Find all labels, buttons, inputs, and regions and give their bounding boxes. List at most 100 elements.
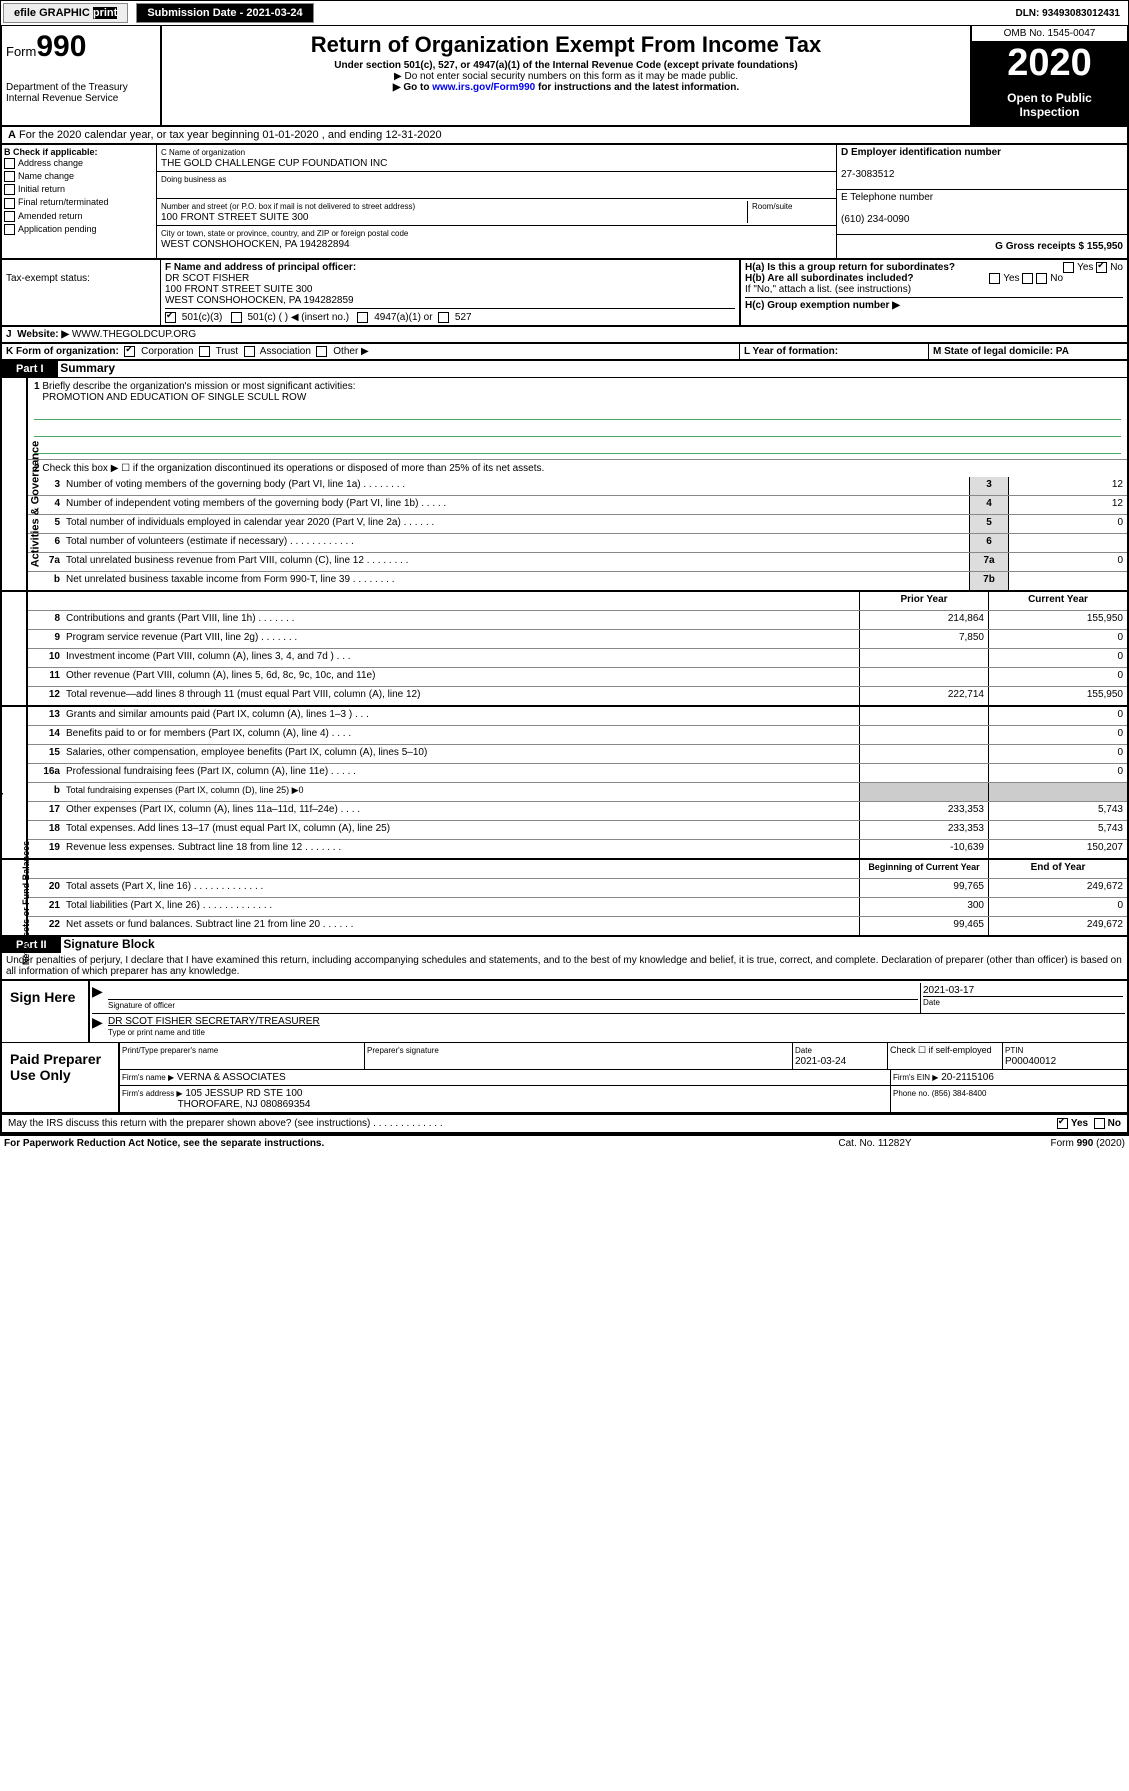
- firm-name: VERNA & ASSOCIATES: [177, 1072, 286, 1083]
- firm-addr: 105 JESSUP RD STE 100: [185, 1088, 302, 1099]
- e14: Benefits paid to or for members (Part IX…: [64, 726, 859, 744]
- part2: Part II Signature Block Under penalties …: [0, 937, 1129, 981]
- ptin: P00040012: [1005, 1056, 1056, 1067]
- row-j: J Website: ▶ WWW.THEGOLDCUP.ORG: [0, 327, 1129, 344]
- cb-527[interactable]: [438, 312, 449, 323]
- dln: DLN: 93493083012431: [1015, 8, 1126, 19]
- cb-discuss-no[interactable]: [1094, 1118, 1105, 1129]
- cb-name-change[interactable]: [4, 171, 15, 182]
- r10: Investment income (Part VIII, column (A)…: [64, 649, 859, 667]
- h-a-label: H(a) Is this a group return for subordin…: [745, 262, 955, 273]
- discuss-row: May the IRS discuss this return with the…: [0, 1114, 1129, 1134]
- ein-label: D Employer identification number: [841, 147, 1001, 158]
- gross-receipts: G Gross receipts $ 155,950: [995, 241, 1123, 252]
- l5: Total number of individuals employed in …: [64, 515, 969, 533]
- l3: Number of voting members of the governin…: [64, 477, 969, 495]
- year-formation: L Year of formation:: [744, 346, 838, 357]
- vlabel-governance: Activities & Governance: [29, 441, 41, 568]
- e16a: Professional fundraising fees (Part IX, …: [64, 764, 859, 782]
- part2-header: Part II: [2, 937, 61, 953]
- cb-discuss-yes[interactable]: [1057, 1118, 1068, 1129]
- l7a: Total unrelated business revenue from Pa…: [64, 553, 969, 571]
- cb-final-return[interactable]: [4, 198, 15, 209]
- part1-header: Part I: [2, 361, 58, 377]
- typed-name: DR SCOT FISHER SECRETARY/TREASURER: [108, 1016, 320, 1027]
- h-b-label: H(b) Are all subordinates included?: [745, 273, 914, 284]
- current-year-hdr: Current Year: [988, 592, 1127, 610]
- tax-exempt-label: Tax-exempt status:: [6, 273, 90, 284]
- row-klm: K Form of organization: Corporation Trus…: [0, 344, 1129, 361]
- cb-assoc[interactable]: [244, 346, 255, 357]
- e16b: Total fundraising expenses (Part IX, col…: [64, 783, 859, 801]
- cb-address-change[interactable]: [4, 158, 15, 169]
- website: WWW.THEGOLDCUP.ORG: [72, 329, 196, 340]
- cb-hb-no[interactable]: [1022, 273, 1033, 284]
- firm-phone: Phone no. (856) 384-8400: [893, 1089, 986, 1098]
- officer-name: DR SCOT FISHER: [165, 273, 249, 284]
- sign-here-label: Sign Here: [2, 981, 90, 1042]
- org-name: THE GOLD CHALLENGE CUP FOUNDATION INC: [161, 158, 387, 169]
- e17: Other expenses (Part IX, column (A), lin…: [64, 802, 859, 820]
- cb-initial-return[interactable]: [4, 184, 15, 195]
- section-b-label: B Check if applicable:: [4, 147, 154, 157]
- cat-no: Cat. No. 11282Y: [775, 1138, 975, 1149]
- cb-trust[interactable]: [199, 346, 210, 357]
- e15: Salaries, other compensation, employee b…: [64, 745, 859, 763]
- cb-app-pending[interactable]: [4, 224, 15, 235]
- l4: Number of independent voting members of …: [64, 496, 969, 514]
- street: 100 FRONT STREET SUITE 300: [161, 212, 308, 223]
- officer-label: F Name and address of principal officer:: [165, 262, 356, 273]
- cb-4947[interactable]: [357, 312, 368, 323]
- v7a: 0: [1008, 553, 1127, 571]
- room-label: Room/suite: [752, 202, 792, 211]
- form-foot: Form 990 (2020): [975, 1138, 1125, 1149]
- n22: Net assets or fund balances. Subtract li…: [64, 917, 859, 935]
- signature-section: Sign Here ▶ Signature of officer2021-03-…: [0, 981, 1129, 1114]
- v3: 12: [1008, 477, 1127, 495]
- nossn-note: ▶ Do not enter social security numbers o…: [166, 71, 966, 82]
- vlabel-revenue: Revenue: [0, 625, 1, 671]
- phone-label: E Telephone number: [841, 192, 933, 203]
- part1: Part I Summary Activities & Governance 1…: [0, 361, 1129, 937]
- firm-ein: 20-2115106: [941, 1072, 994, 1083]
- form990-link[interactable]: www.irs.gov/Form990: [432, 82, 535, 93]
- vlabel-netassets: Net Assets or Fund Balances: [21, 841, 31, 965]
- tax-year: 2020: [972, 42, 1127, 85]
- h-c-label: H(c) Group exemption number ▶: [745, 300, 900, 311]
- cb-ha-no[interactable]: [1096, 262, 1107, 273]
- open-to-public: Open to Public Inspection: [972, 85, 1127, 125]
- goto-link-row: ▶ Go to www.irs.gov/Form990 for instruct…: [166, 82, 966, 93]
- e18: Total expenses. Add lines 13–17 (must eq…: [64, 821, 859, 839]
- form-title: Return of Organization Exempt From Incom…: [166, 32, 966, 58]
- cb-other[interactable]: [316, 346, 327, 357]
- v6: [1008, 534, 1127, 552]
- omb: OMB No. 1545-0047: [972, 26, 1127, 42]
- print-btn[interactable]: print: [93, 7, 117, 19]
- perjury-decl: Under penalties of perjury, I declare th…: [2, 953, 1127, 979]
- efile-btn[interactable]: efile GRAPHIC print: [3, 3, 128, 23]
- q1a: PROMOTION AND EDUCATION OF SINGLE SCULL …: [42, 392, 306, 403]
- l7b: Net unrelated business taxable income fr…: [64, 572, 969, 590]
- n20: Total assets (Part X, line 16) . . . . .…: [64, 879, 859, 897]
- pp-date: 2021-03-24: [795, 1056, 846, 1067]
- street-label: Number and street (or P.O. box if mail i…: [161, 202, 415, 211]
- sig-date: 2021-03-17: [923, 985, 974, 996]
- city-label: City or town, state or province, country…: [161, 229, 408, 238]
- cb-501c3[interactable]: [165, 312, 176, 323]
- form-header: Form990 Department of the TreasuryIntern…: [0, 26, 1129, 127]
- cb-corp[interactable]: [124, 346, 135, 357]
- top-bar: efile GRAPHIC print Submission Date - 20…: [0, 0, 1129, 26]
- cb-ha-yes[interactable]: [1063, 262, 1074, 273]
- r9: Program service revenue (Part VIII, line…: [64, 630, 859, 648]
- l6: Total number of volunteers (estimate if …: [64, 534, 969, 552]
- r11: Other revenue (Part VIII, column (A), li…: [64, 668, 859, 686]
- block-fhi: Tax-exempt status: F Name and address of…: [0, 260, 1129, 327]
- phone: (610) 234-0090: [841, 214, 909, 225]
- pp-self-emp: Check ☐ if self-employed: [888, 1043, 1003, 1069]
- cb-hb-yes[interactable]: [989, 273, 1000, 284]
- org-name-label: C Name of organization: [161, 148, 245, 157]
- bcy-hdr: Beginning of Current Year: [859, 860, 988, 878]
- cb-amended[interactable]: [4, 211, 15, 222]
- cb-501c-other[interactable]: [231, 312, 242, 323]
- line-a: A For the 2020 calendar year, or tax yea…: [0, 127, 1129, 145]
